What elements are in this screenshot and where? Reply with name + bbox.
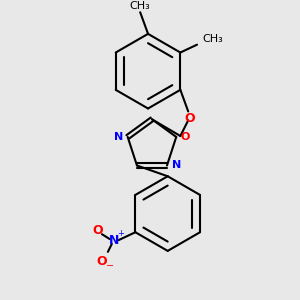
Text: O: O [93, 224, 104, 237]
Text: O: O [184, 112, 194, 125]
Text: +: + [117, 229, 124, 238]
Text: O: O [180, 132, 190, 142]
Text: CH₃: CH₃ [202, 34, 223, 44]
Text: N: N [109, 234, 119, 247]
Text: −: − [106, 261, 114, 271]
Text: N: N [113, 132, 123, 142]
Text: CH₃: CH₃ [130, 1, 151, 11]
Text: O: O [97, 255, 107, 268]
Text: N: N [172, 160, 181, 170]
